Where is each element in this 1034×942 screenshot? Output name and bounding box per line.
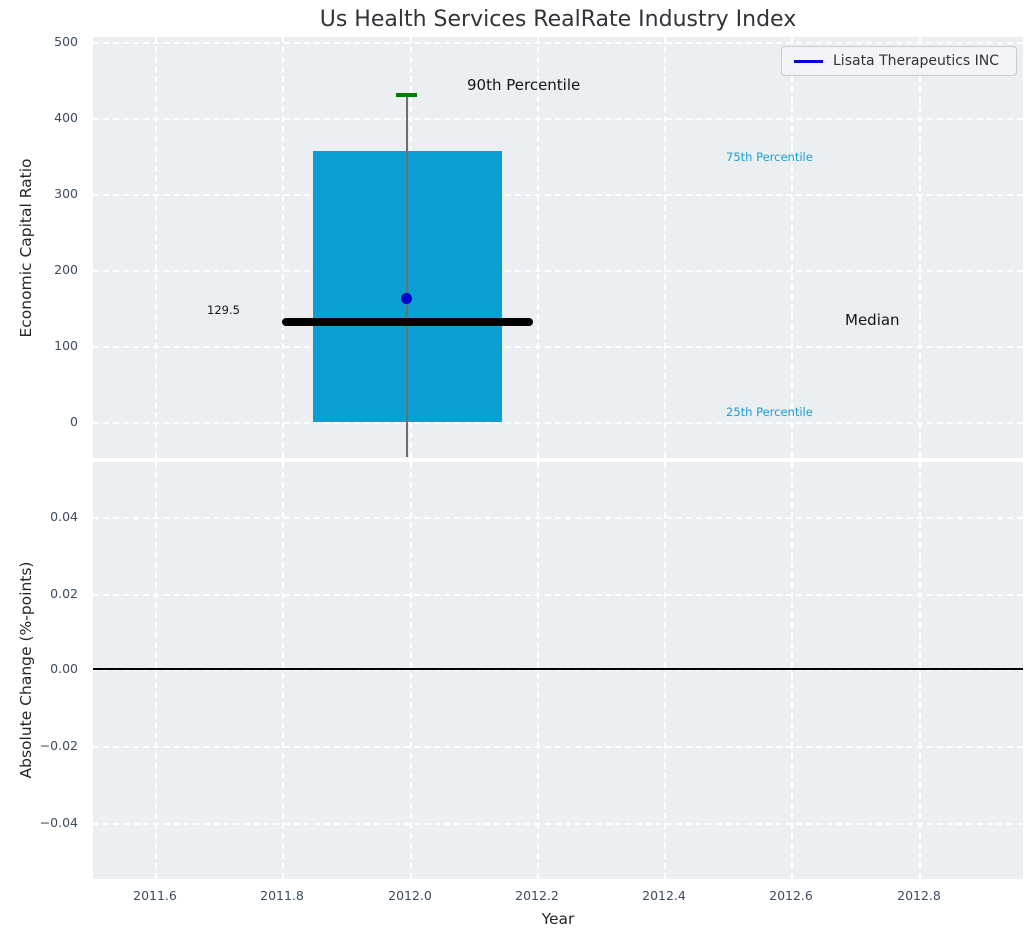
gridline — [282, 462, 284, 879]
gridline — [93, 594, 1023, 596]
whisker-line — [406, 96, 408, 457]
gridline — [93, 669, 1023, 671]
gridline — [410, 462, 412, 879]
gridline — [664, 37, 666, 458]
top-ylabel: Economic Capital Ratio — [17, 158, 35, 338]
ytick-bottom: 0.04 — [50, 509, 78, 524]
xtick: 2012.2 — [515, 888, 559, 903]
ytick-top: 300 — [54, 186, 78, 201]
gridline — [93, 422, 1023, 424]
annotation-75th-percentile: 75th Percentile — [726, 150, 813, 164]
ytick-top: 500 — [54, 34, 78, 49]
90th-percentile-cap — [396, 93, 417, 97]
xtick: 2012.8 — [897, 888, 941, 903]
gridline — [919, 462, 921, 879]
gridline — [155, 462, 157, 879]
gridline — [664, 462, 666, 879]
annotation-90th-percentile: 90th Percentile — [467, 76, 581, 94]
xlabel: Year — [541, 910, 575, 928]
ytick-top: 0 — [70, 414, 78, 429]
chart-title: Us Health Services RealRate Industry Ind… — [319, 7, 797, 32]
ytick-bottom: −0.04 — [39, 815, 78, 830]
gridline — [93, 746, 1023, 748]
bottom-ylabel: Absolute Change (%-points) — [17, 561, 35, 779]
ytick-top: 400 — [54, 110, 78, 125]
gridline — [93, 118, 1023, 120]
gridline — [93, 194, 1023, 196]
company-marker-dot — [401, 293, 412, 304]
gridline — [537, 37, 539, 458]
legend-label: Lisata Therapeutics INC — [833, 53, 1000, 69]
xtick: 2012.0 — [388, 888, 432, 903]
xtick: 2012.4 — [642, 888, 686, 903]
gridline — [537, 462, 539, 879]
gridline — [93, 823, 1023, 825]
gridline — [791, 462, 793, 879]
legend-line-swatch — [794, 59, 823, 63]
ytick-top: 100 — [54, 338, 78, 353]
zero-reference-line — [93, 668, 1023, 670]
ytick-top: 200 — [54, 262, 78, 277]
gridline — [282, 37, 284, 458]
xtick: 2011.6 — [133, 888, 177, 903]
gridline — [93, 270, 1023, 272]
ytick-bottom: 0.00 — [50, 661, 78, 676]
median-line — [282, 318, 533, 326]
gridline — [919, 37, 921, 458]
ytick-bottom: −0.02 — [39, 738, 78, 753]
xtick: 2012.6 — [769, 888, 813, 903]
xtick: 2011.8 — [260, 888, 304, 903]
top-axes: 90th Percentile 75th Percentile Median 2… — [93, 37, 1023, 458]
annotation-25th-percentile: 25th Percentile — [726, 405, 813, 419]
ytick-bottom: 0.02 — [50, 586, 78, 601]
gridline — [93, 42, 1023, 44]
annotation-median-value: 129.5 — [207, 303, 240, 317]
gridline — [155, 37, 157, 458]
bottom-axes — [93, 462, 1023, 879]
annotation-median: Median — [845, 311, 900, 329]
legend: Lisata Therapeutics INC — [781, 46, 1017, 76]
gridline — [93, 346, 1023, 348]
gridline — [93, 517, 1023, 519]
gridline — [791, 37, 793, 458]
